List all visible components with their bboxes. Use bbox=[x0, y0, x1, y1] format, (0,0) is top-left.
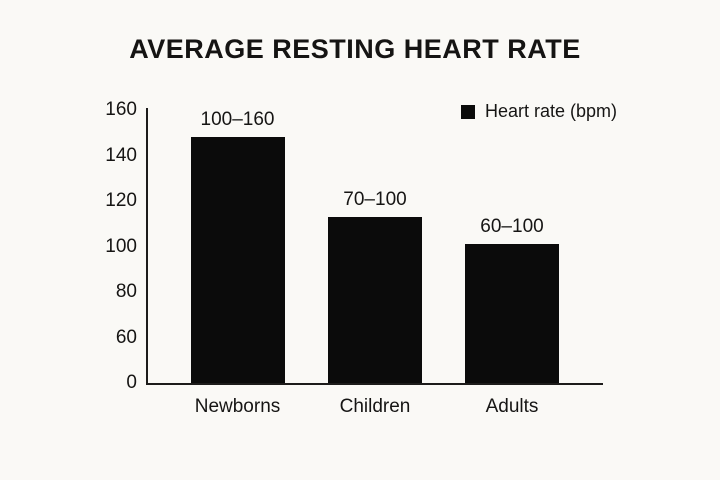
plot-area: 100–160 70–100 60–100 bbox=[146, 108, 603, 385]
bar-value-label: 60–100 bbox=[480, 216, 544, 238]
y-axis-tick-label: 160 bbox=[105, 99, 137, 120]
y-axis-tick-label: 60 bbox=[115, 326, 137, 348]
y-axis-tick-label: 80 bbox=[115, 281, 137, 302]
x-axis-category-label: Children bbox=[339, 396, 411, 417]
bar-value-label: 70–100 bbox=[343, 188, 407, 210]
y-axis-tick-label: 0 bbox=[126, 372, 137, 393]
bar-children bbox=[328, 216, 422, 383]
y-axis-tick-label: 100 bbox=[105, 235, 137, 257]
y-axis-tick-label: 140 bbox=[105, 144, 137, 166]
x-axis-category-label: Adults bbox=[485, 396, 539, 417]
bar-newborns bbox=[190, 137, 285, 383]
legend-label: Heart rate (bpm) bbox=[485, 101, 618, 121]
bar-value-label: 100–160 bbox=[200, 109, 275, 131]
x-axis-category-label: Newborns bbox=[194, 396, 281, 417]
chart-title: AVERAGE RESTING HEART RATE bbox=[129, 34, 581, 64]
legend: Heart rate (bpm) bbox=[461, 101, 617, 122]
bar-adults bbox=[465, 244, 559, 383]
y-axis-tick-label: 120 bbox=[105, 190, 137, 211]
legend-swatch-icon bbox=[461, 104, 475, 119]
